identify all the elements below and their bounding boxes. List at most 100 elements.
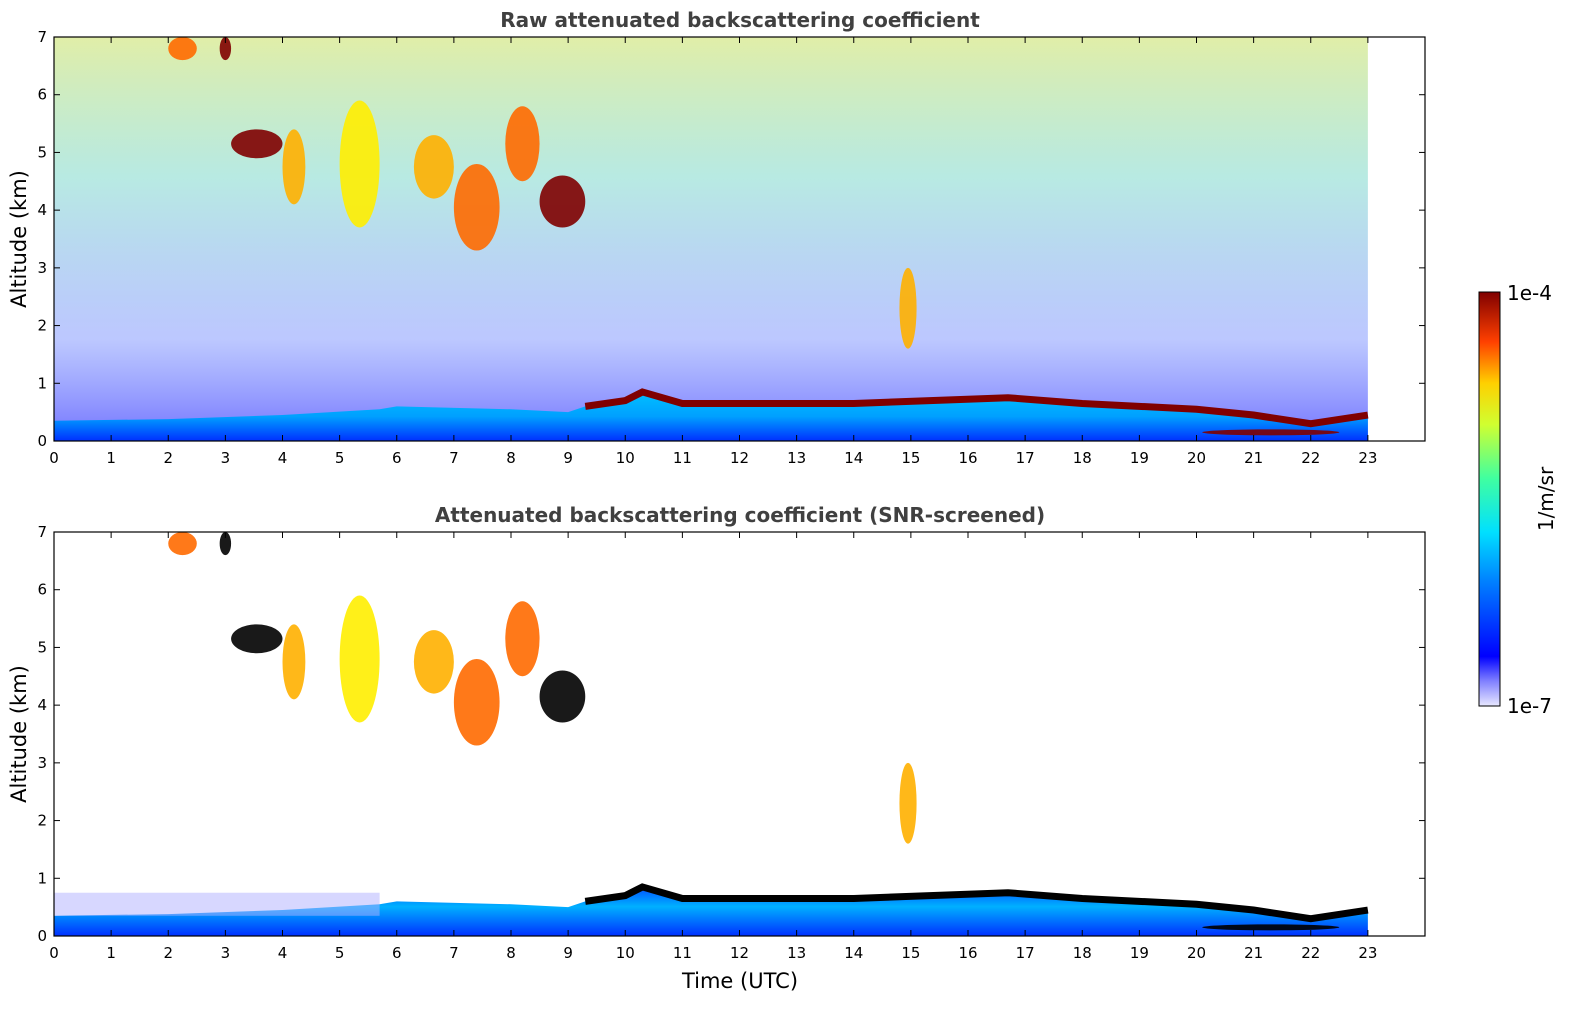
x-tick-label: 2 bbox=[163, 449, 173, 467]
x-tick-label: 20 bbox=[1187, 449, 1206, 467]
x-tick-label: 23 bbox=[1358, 944, 1377, 962]
x-tick-label: 13 bbox=[787, 449, 806, 467]
y-tick-label: 4 bbox=[37, 201, 47, 219]
colorbar-units-label: 1/m/sr bbox=[1534, 466, 1558, 531]
x-tick-label: 8 bbox=[506, 944, 516, 962]
x-tick-label: 22 bbox=[1301, 449, 1320, 467]
cloud-feature bbox=[505, 106, 540, 182]
x-tick-label: 16 bbox=[958, 944, 977, 962]
boundary-layer bbox=[54, 391, 1368, 441]
x-tick-label: 17 bbox=[1016, 449, 1035, 467]
cloud-feature bbox=[1202, 924, 1340, 931]
axis-ticks-raw: 0 1 2 3 4 5 6 7 8 9 10 11 12 13 14 15 16 17 18 19 20 21 22 2301… bbox=[37, 28, 1425, 467]
x-axis-label: Time (UTC) bbox=[681, 969, 798, 993]
cloud-feature bbox=[231, 624, 283, 654]
x-tick-label: 14 bbox=[844, 944, 863, 962]
x-tick-label: 8 bbox=[506, 449, 516, 467]
x-tick-label: 22 bbox=[1301, 944, 1320, 962]
x-tick-label: 20 bbox=[1187, 944, 1206, 962]
y-tick-label: 7 bbox=[37, 523, 47, 541]
x-tick-label: 6 bbox=[392, 449, 402, 467]
x-tick-label: 1 bbox=[106, 449, 116, 467]
cloud-feature bbox=[539, 175, 586, 228]
x-tick-label: 16 bbox=[958, 449, 977, 467]
cloud-feature bbox=[453, 658, 500, 746]
heatmap-screened bbox=[54, 532, 1369, 936]
x-tick-label: 15 bbox=[901, 449, 920, 467]
noise-background bbox=[54, 37, 1368, 441]
panel-screened: Attenuated backscattering coefficient (S… bbox=[7, 503, 1426, 993]
x-tick-label: 2 bbox=[163, 944, 173, 962]
x-tick-label: 10 bbox=[616, 944, 635, 962]
x-tick-label: 5 bbox=[335, 449, 345, 467]
y-axis-label: Altitude (km) bbox=[7, 665, 31, 803]
y-tick-label: 6 bbox=[37, 86, 47, 104]
x-tick-label: 15 bbox=[901, 944, 920, 962]
panel-title-raw: Raw attenuated backscattering coefficien… bbox=[500, 8, 980, 32]
x-tick-label: 9 bbox=[563, 449, 573, 467]
colorbar-gradient bbox=[1478, 291, 1501, 707]
y-tick-label: 4 bbox=[37, 696, 47, 714]
x-tick-label: 3 bbox=[221, 449, 231, 467]
x-tick-label: 4 bbox=[278, 449, 288, 467]
cloud-feature bbox=[899, 267, 917, 349]
y-tick-label: 3 bbox=[37, 259, 47, 277]
cloud-feature bbox=[453, 163, 500, 251]
y-tick-label: 5 bbox=[37, 143, 47, 161]
y-axis-label: Altitude (km) bbox=[7, 170, 31, 308]
plot-frame bbox=[53, 531, 1426, 937]
y-tick-label: 0 bbox=[37, 432, 47, 450]
cloud-feature bbox=[219, 37, 232, 61]
cloud-feature bbox=[539, 670, 586, 723]
boundary-layer-top bbox=[584, 883, 1369, 923]
x-tick-label: 0 bbox=[49, 449, 59, 467]
x-tick-label: 18 bbox=[1073, 944, 1092, 962]
x-tick-label: 11 bbox=[673, 449, 692, 467]
cloud-feature bbox=[339, 595, 380, 723]
y-tick-label: 6 bbox=[37, 581, 47, 599]
axis-ticks-screened: 0 1 2 3 4 5 6 7 8 9 10 11 12 13 14 15 16 17 18 19 20 21 22 2301… bbox=[37, 523, 1425, 962]
y-tick-label: 5 bbox=[37, 638, 47, 656]
boundary-layer-top bbox=[584, 388, 1369, 428]
cloud-feature bbox=[168, 37, 197, 61]
cloud-feature bbox=[219, 532, 232, 556]
cloud-feature bbox=[282, 624, 306, 700]
x-tick-label: 5 bbox=[335, 944, 345, 962]
heatmap-raw bbox=[54, 37, 1369, 441]
x-tick-label: 7 bbox=[449, 449, 459, 467]
x-tick-label: 4 bbox=[278, 944, 288, 962]
cloud-feature bbox=[413, 630, 454, 694]
x-tick-label: 21 bbox=[1244, 449, 1263, 467]
x-tick-label: 14 bbox=[844, 449, 863, 467]
x-tick-label: 17 bbox=[1016, 944, 1035, 962]
y-tick-label: 1 bbox=[37, 374, 47, 392]
cloud-feature bbox=[899, 762, 917, 844]
y-tick-label: 1 bbox=[37, 869, 47, 887]
x-tick-label: 7 bbox=[449, 944, 459, 962]
boundary-layer bbox=[54, 886, 1368, 936]
y-tick-label: 0 bbox=[37, 927, 47, 945]
colorbar: 1e-4 1e-7 1/m/sr bbox=[1478, 281, 1558, 718]
x-tick-label: 19 bbox=[1130, 944, 1149, 962]
x-tick-label: 1 bbox=[106, 944, 116, 962]
x-tick-label: 21 bbox=[1244, 944, 1263, 962]
x-tick-label: 13 bbox=[787, 944, 806, 962]
x-tick-label: 23 bbox=[1358, 449, 1377, 467]
colorbar-max-label: 1e-4 bbox=[1507, 281, 1552, 305]
y-tick-label: 2 bbox=[37, 317, 47, 335]
haze-layer bbox=[54, 892, 380, 916]
x-tick-label: 10 bbox=[616, 449, 635, 467]
y-tick-label: 3 bbox=[37, 754, 47, 772]
panel-raw: Raw attenuated backscattering coefficien… bbox=[7, 8, 1426, 467]
x-tick-label: 3 bbox=[221, 944, 231, 962]
x-tick-label: 12 bbox=[730, 944, 749, 962]
cloud-feature bbox=[1202, 429, 1340, 436]
cloud-feature bbox=[505, 601, 540, 677]
y-tick-label: 2 bbox=[37, 812, 47, 830]
y-tick-label: 7 bbox=[37, 28, 47, 46]
x-tick-label: 12 bbox=[730, 449, 749, 467]
cloud-feature bbox=[168, 532, 197, 556]
x-tick-label: 6 bbox=[392, 944, 402, 962]
